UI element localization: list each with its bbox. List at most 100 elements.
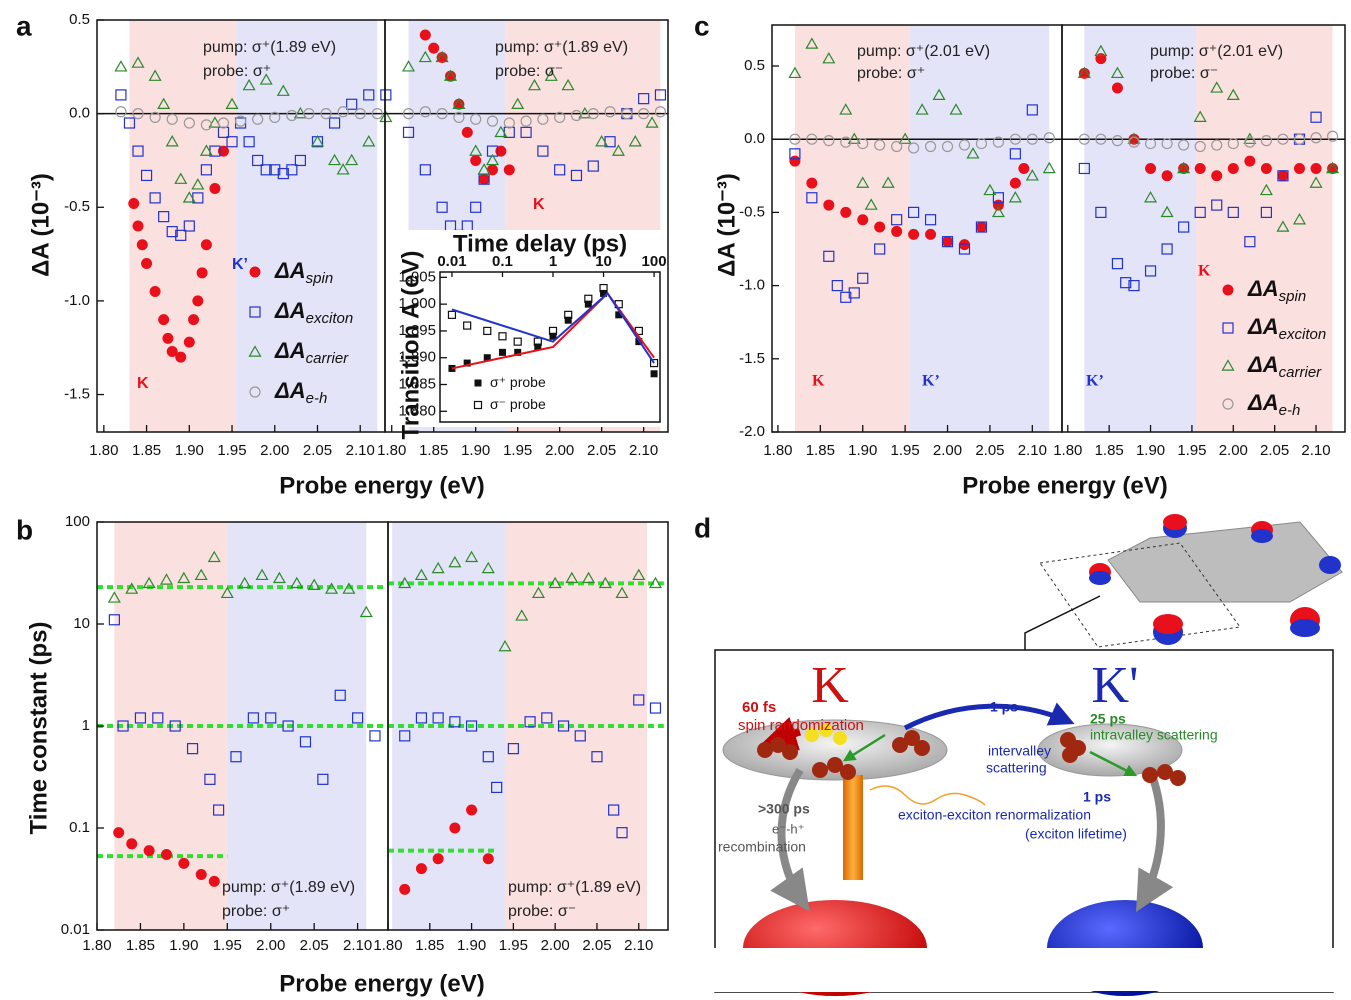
x-tick-label: 2.00 — [933, 442, 962, 459]
marker — [1227, 137, 1239, 150]
marker — [1211, 170, 1223, 182]
marker — [325, 582, 339, 594]
marker — [544, 69, 558, 81]
marker — [248, 345, 262, 357]
marker — [481, 561, 495, 574]
spin-time: 60 fs — [742, 699, 776, 716]
marker — [1194, 162, 1206, 174]
chart-panel: 0.01 0.1 1 10 100 1.880 1.885 1.890 1.895 1.900 1.… — [396, 230, 667, 439]
x-tick-label: 1.80 — [1053, 442, 1082, 459]
marker — [276, 84, 290, 96]
legend-subscript: carrier — [1279, 364, 1323, 381]
marker — [1260, 162, 1272, 174]
x-tick-label: 100 — [642, 253, 667, 270]
holes — [805, 723, 847, 745]
marker — [345, 153, 359, 166]
marker — [449, 822, 461, 834]
x-tick-label: 10 — [595, 253, 612, 270]
legend-subscript: e-h — [306, 390, 328, 407]
renorm-text: exciton-exciton renormalization — [898, 807, 1091, 823]
legend-label: ΔAspin — [274, 258, 333, 287]
valley-shading — [236, 20, 378, 432]
marker — [578, 106, 592, 119]
legend-name: ΔA — [1247, 352, 1279, 377]
y-tick-label: 10 — [73, 615, 90, 632]
marker — [320, 108, 332, 120]
marker — [140, 169, 153, 182]
dome-cut — [1040, 948, 1210, 991]
marker — [142, 576, 156, 589]
marker — [584, 300, 592, 308]
marker — [649, 358, 659, 368]
marker — [507, 743, 519, 755]
marker — [1327, 162, 1339, 174]
marker — [1043, 132, 1055, 144]
x-tick-label: 2.10 — [1301, 442, 1330, 459]
x-tick-label: 1.80 — [373, 937, 402, 954]
marker — [225, 97, 239, 109]
marker — [831, 279, 843, 292]
marker — [334, 689, 346, 701]
x-tick-label: 1.90 — [175, 442, 204, 459]
legend-label: ΔAcarrier — [274, 338, 349, 367]
x-tick-label: 2.10 — [1018, 442, 1047, 459]
x-tick-label: 1.90 — [848, 442, 877, 459]
valley-label: K’ — [1086, 373, 1104, 390]
marker — [856, 176, 870, 188]
marker — [924, 214, 937, 226]
marker — [195, 869, 207, 881]
x-tick-label: 1 — [549, 253, 557, 270]
marker — [1309, 176, 1323, 188]
marker — [1178, 162, 1190, 174]
marker — [494, 125, 508, 138]
marker — [113, 827, 125, 839]
marker — [498, 348, 506, 356]
marker — [453, 98, 465, 110]
marker — [286, 109, 298, 122]
x-tick-label: 1.95 — [213, 937, 242, 954]
marker — [115, 89, 127, 101]
legend-subscript: spin — [1279, 288, 1307, 305]
legend-label: σ⁻ probe — [490, 396, 546, 412]
inter-time: 1 ps — [990, 699, 1018, 715]
marker — [1160, 205, 1174, 218]
x-tick-label: 2.05 — [582, 937, 611, 954]
marker — [207, 550, 221, 563]
legend-subscript: spin — [306, 270, 334, 287]
legend-name: ΔA — [274, 298, 306, 323]
y-axis-title: Time constant (ps) — [25, 622, 52, 835]
spin-text: spin randomization — [738, 717, 864, 734]
x-tick-label: 1.85 — [806, 442, 835, 459]
x-tick-label: 1.95 — [891, 442, 920, 459]
marker — [941, 140, 954, 153]
marker — [419, 164, 431, 176]
pump-beam — [843, 775, 863, 880]
marker — [975, 221, 988, 233]
marker — [1026, 133, 1038, 145]
marker — [213, 804, 225, 816]
marker — [549, 332, 557, 340]
marker — [260, 164, 272, 176]
legend-label: ΔAexciton — [1247, 314, 1326, 343]
legend-name: σ⁺ probe — [490, 374, 546, 390]
marker — [983, 183, 997, 196]
marker — [175, 351, 187, 363]
marker — [991, 205, 1005, 218]
x-tick-label: 1.85 — [132, 442, 161, 459]
marker — [1293, 162, 1305, 174]
valley-kp: K' — [1092, 657, 1139, 714]
marker — [1211, 199, 1223, 211]
inter-text: intervalley — [988, 743, 1051, 759]
marker — [183, 117, 195, 129]
x-tick-label: 2.05 — [300, 937, 329, 954]
x-tick-label: 1.80 — [763, 442, 792, 459]
marker — [443, 69, 458, 81]
marker — [303, 108, 315, 120]
y-tick-label: 1.885 — [398, 375, 436, 392]
marker — [200, 119, 212, 131]
legend-subscript: e-h — [1279, 402, 1301, 419]
marker — [520, 126, 532, 138]
marker — [654, 106, 667, 118]
legend: σ⁺ probe σ⁻ probe — [473, 374, 546, 412]
valley-label: K’ — [922, 373, 940, 390]
